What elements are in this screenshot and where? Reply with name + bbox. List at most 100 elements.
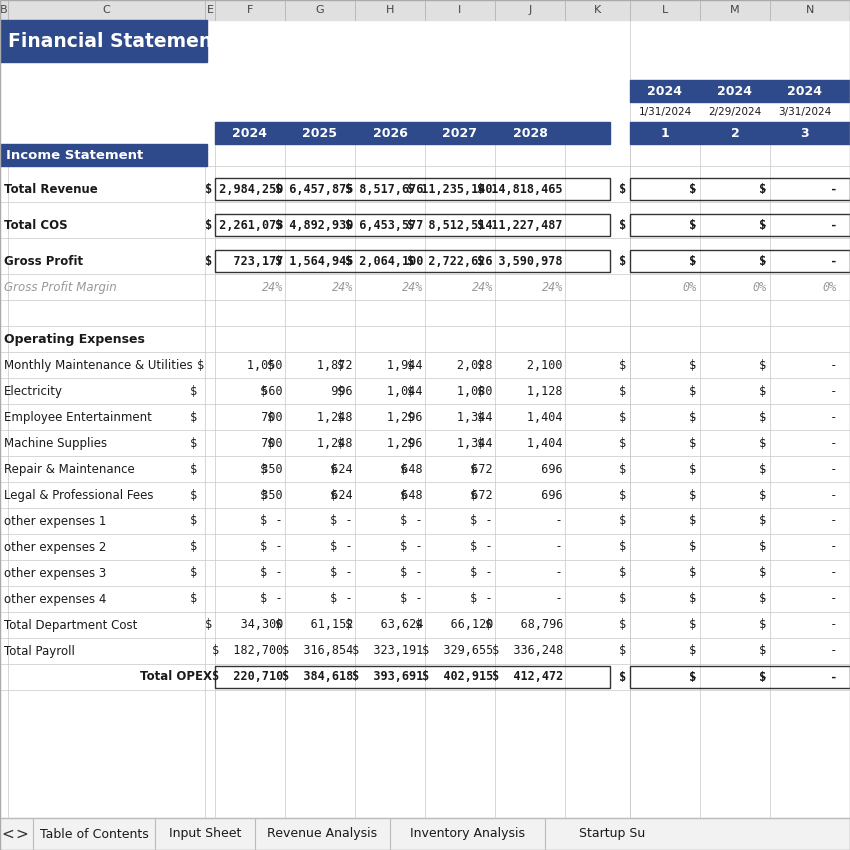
Text: $ 11,227,487: $ 11,227,487 <box>478 218 563 231</box>
Text: 2024: 2024 <box>233 127 268 139</box>
Text: $      1,872: $ 1,872 <box>268 359 353 371</box>
Text: Inventory Analysis: Inventory Analysis <box>410 828 525 841</box>
Text: $ 6,457,875: $ 6,457,875 <box>275 183 353 196</box>
Text: $         -: $ - <box>758 644 837 658</box>
Text: $         -: $ - <box>758 489 837 501</box>
Text: $  393,691: $ 393,691 <box>352 671 423 683</box>
Text: $         -: $ - <box>758 592 837 605</box>
Text: $         -: $ - <box>758 566 837 580</box>
Text: $      1,248: $ 1,248 <box>268 437 353 450</box>
Bar <box>630 666 850 688</box>
Text: 24%: 24% <box>472 280 493 293</box>
Text: <: < <box>2 826 14 842</box>
Bar <box>630 250 850 272</box>
Text: Repair & Maintenance: Repair & Maintenance <box>4 462 135 475</box>
Bar <box>215 122 610 144</box>
Text: $         -: $ - <box>758 541 837 553</box>
Text: $      2,028: $ 2,028 <box>407 359 493 371</box>
Text: $         -: $ - <box>758 514 837 528</box>
Text: $         -: $ - <box>688 183 767 196</box>
Text: $      1,344: $ 1,344 <box>407 411 493 423</box>
Text: $           -: $ - <box>470 514 563 528</box>
Text: $         696: $ 696 <box>470 462 563 475</box>
Text: $  220,710: $ 220,710 <box>212 671 283 683</box>
Text: $         696: $ 696 <box>470 489 563 501</box>
Text: 1/31/2024: 1/31/2024 <box>638 107 692 117</box>
Text: $      1,404: $ 1,404 <box>478 411 563 423</box>
Text: $         -: $ - <box>688 384 767 398</box>
Text: $  329,655: $ 329,655 <box>422 644 493 658</box>
Text: $           -: $ - <box>331 566 423 580</box>
Text: $           -: $ - <box>260 566 353 580</box>
Text: Total COS: Total COS <box>4 218 68 231</box>
Bar <box>630 80 850 102</box>
Text: $      1,296: $ 1,296 <box>337 437 423 450</box>
Text: $           -: $ - <box>470 592 563 605</box>
Text: $           -: $ - <box>470 541 563 553</box>
Text: $         -: $ - <box>619 514 697 528</box>
Text: Revenue Analysis: Revenue Analysis <box>268 828 377 841</box>
Text: $      1,080: $ 1,080 <box>407 384 493 398</box>
Text: $         648: $ 648 <box>331 489 423 501</box>
Text: $         -: $ - <box>619 619 697 632</box>
Text: >: > <box>15 826 28 842</box>
Text: $         -: $ - <box>688 541 767 553</box>
Text: E: E <box>207 5 213 15</box>
Text: $  323,191: $ 323,191 <box>352 644 423 658</box>
Text: 2026: 2026 <box>372 127 407 139</box>
Text: $  336,248: $ 336,248 <box>492 644 563 658</box>
Text: $         -: $ - <box>688 566 767 580</box>
Text: $ 4,892,930: $ 4,892,930 <box>275 218 353 231</box>
Text: Input Sheet: Input Sheet <box>169 828 241 841</box>
Text: $   723,177: $ 723,177 <box>205 254 283 268</box>
Text: Legal & Professional Fees: Legal & Professional Fees <box>4 489 154 501</box>
Text: $           -: $ - <box>470 566 563 580</box>
Text: $ 6,453,577: $ 6,453,577 <box>344 218 423 231</box>
Text: M: M <box>730 5 740 15</box>
Text: $         -: $ - <box>619 384 697 398</box>
Text: $  8,512,514: $ 8,512,514 <box>407 218 493 231</box>
Text: $           -: $ - <box>190 541 283 553</box>
Text: $         672: $ 672 <box>400 489 493 501</box>
Text: $         -: $ - <box>758 384 837 398</box>
Text: Total OPEX: Total OPEX <box>140 671 212 683</box>
Text: 3: 3 <box>801 127 809 139</box>
Text: Gross Profit Margin: Gross Profit Margin <box>4 280 116 293</box>
Text: B: B <box>0 5 8 15</box>
Text: $         -: $ - <box>688 462 767 475</box>
Text: $           -: $ - <box>331 541 423 553</box>
Text: $      1,296: $ 1,296 <box>337 411 423 423</box>
Text: $         -: $ - <box>619 489 697 501</box>
Text: G: G <box>315 5 325 15</box>
Text: $         996: $ 996 <box>260 384 353 398</box>
Text: 2024: 2024 <box>648 84 683 98</box>
Text: $         -: $ - <box>688 254 767 268</box>
Text: 24%: 24% <box>541 280 563 293</box>
Text: $         -: $ - <box>688 619 767 632</box>
Text: $         -: $ - <box>758 437 837 450</box>
Text: Operating Expenses: Operating Expenses <box>4 332 144 345</box>
Text: $         -: $ - <box>688 644 767 658</box>
Text: $ 14,818,465: $ 14,818,465 <box>478 183 563 196</box>
Text: 2024: 2024 <box>787 84 823 98</box>
Text: $           -: $ - <box>190 566 283 580</box>
Text: other expenses 2: other expenses 2 <box>4 541 106 553</box>
Text: $         350: $ 350 <box>190 489 283 501</box>
Text: $ 2,064,100: $ 2,064,100 <box>344 254 423 268</box>
Text: $         -: $ - <box>619 671 697 683</box>
Text: L: L <box>662 5 668 15</box>
Text: $         700: $ 700 <box>190 437 283 450</box>
Text: 1: 1 <box>660 127 669 139</box>
Bar <box>630 214 850 236</box>
Text: Monthly Maintenance & Utilities: Monthly Maintenance & Utilities <box>4 359 193 371</box>
Text: 24%: 24% <box>332 280 353 293</box>
Text: $         -: $ - <box>688 359 767 371</box>
Bar <box>0 20 207 62</box>
Text: H: H <box>386 5 394 15</box>
Bar <box>215 178 610 200</box>
Text: $         -: $ - <box>758 671 837 683</box>
Text: $           -: $ - <box>331 592 423 605</box>
Text: $  412,472: $ 412,472 <box>492 671 563 683</box>
Bar <box>0 0 850 20</box>
Text: $ 1,564,945: $ 1,564,945 <box>275 254 353 268</box>
